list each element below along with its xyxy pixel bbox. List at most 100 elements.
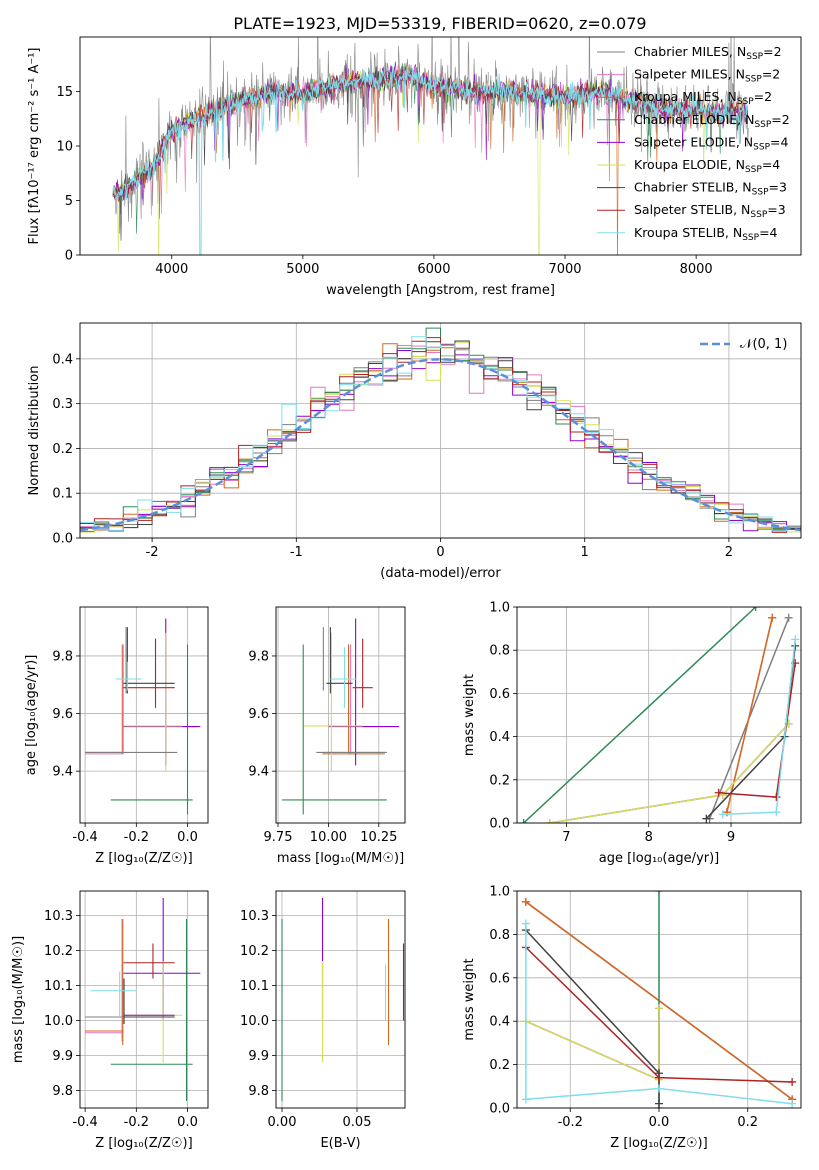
legend-value: =4 bbox=[762, 157, 780, 172]
y-tick-label: 9.4 bbox=[248, 765, 269, 780]
plot-area bbox=[85, 618, 201, 815]
y-tick-label: 0.1 bbox=[52, 487, 73, 502]
x-tick-label: -1 bbox=[290, 545, 303, 560]
y-tick-label: 1.0 bbox=[489, 885, 510, 900]
weight-marker bbox=[788, 1077, 797, 1086]
weight-marker bbox=[791, 635, 800, 644]
panel-age-vs-Z: -0.4 -0.2 0.0 9.4 9.6 9.8 Z [log₁₀(Z/Z☉)] age [… bbox=[24, 606, 209, 866]
y-tick-label: 10.2 bbox=[240, 944, 269, 959]
legend-value: =3 bbox=[767, 202, 785, 217]
legend-label: Salpeter STELIB, NSSP=3 bbox=[634, 202, 786, 220]
y-tick-label: 10.1 bbox=[240, 979, 269, 994]
x-tick-label: -0.2 bbox=[124, 830, 149, 845]
y-tick-label: 10.3 bbox=[44, 909, 73, 924]
x-tick-label: 8 bbox=[645, 830, 653, 845]
y-axis-label: mass weight bbox=[462, 674, 477, 756]
legend-subscript: SSP bbox=[737, 97, 754, 107]
x-tick-label: 7000 bbox=[548, 262, 581, 277]
y-tick-label: 0.6 bbox=[489, 687, 510, 702]
x-axis-label: (data-model)/error bbox=[380, 566, 501, 581]
y-tick-label: 9.8 bbox=[52, 649, 73, 664]
y-tick-label: 10.3 bbox=[240, 909, 269, 924]
legend-subscript: SSP bbox=[742, 233, 759, 243]
weight-marker bbox=[655, 891, 663, 895]
x-tick-label: 9.75 bbox=[264, 830, 293, 845]
panel-weight-vs-age: 7 8 9 0.0 0.2 0.4 0.6 0.8 1.0 age [log₁₀(age/yr)]… bbox=[462, 601, 802, 866]
panel-mass-vs-Z: -0.4 -0.2 0.0 9.8 9.9 10.0 10.1 10.2 10.3 Z [log₁… bbox=[11, 890, 209, 1151]
weight-marker bbox=[718, 790, 727, 799]
axes-frame bbox=[79, 322, 802, 539]
y-tick-label: 15 bbox=[56, 85, 73, 100]
y-tick-label: 0.2 bbox=[489, 1058, 510, 1073]
weight-marker bbox=[655, 1004, 663, 1013]
weight-line bbox=[525, 923, 793, 1105]
panel-residuals: -2 -1 0 1 2 0.0 0.1 0.2 0.3 0.4 (data-model)/error… bbox=[27, 322, 802, 581]
x-axis-label: wavelength [Angstrom, rest frame] bbox=[326, 283, 555, 298]
axes-frame bbox=[275, 890, 406, 1109]
x-axis-label: E(B-V) bbox=[320, 1136, 360, 1151]
x-tick-label: 0.00 bbox=[268, 1115, 297, 1130]
legend-value: =4 bbox=[770, 134, 788, 149]
legend-label: Salpeter ELODIE, NSSP=4 bbox=[634, 134, 789, 152]
x-tick-label: -0.2 bbox=[124, 1115, 149, 1130]
y-tick-label: 10.1 bbox=[44, 979, 73, 994]
legend-subscript: SSP bbox=[750, 210, 767, 220]
spectrum-line bbox=[112, 65, 749, 255]
weight-marker bbox=[714, 788, 723, 797]
y-tick-label: 0.4 bbox=[489, 1015, 510, 1030]
x-tick-label: 2 bbox=[725, 545, 733, 560]
legend-label: Chabrier MILES, NSSP=2 bbox=[634, 44, 782, 62]
weight-marker bbox=[768, 613, 777, 622]
legend-subscript: SSP bbox=[752, 188, 769, 198]
y-axis-label: mass [log₁₀(M/M☉)] bbox=[11, 936, 26, 1063]
plot-area bbox=[112, 37, 749, 255]
x-tick-label: 0.0 bbox=[649, 1115, 670, 1130]
y-tick-label: 0.0 bbox=[489, 817, 510, 832]
y-tick-label: 5 bbox=[65, 194, 73, 209]
weight-line bbox=[523, 607, 757, 823]
histogram-step bbox=[80, 336, 801, 532]
weight-marker bbox=[772, 793, 781, 802]
weight-marker bbox=[751, 607, 760, 611]
x-axis-label: Z [log₁₀(Z/Z☉)] bbox=[95, 851, 192, 866]
y-tick-label: 9.6 bbox=[52, 707, 73, 722]
plot-area bbox=[282, 618, 399, 815]
x-tick-label: 4000 bbox=[155, 262, 188, 277]
weight-marker bbox=[772, 808, 781, 817]
legend-label: Kroupa STELIB, NSSP=4 bbox=[634, 225, 778, 243]
y-tick-label: 9.6 bbox=[248, 707, 269, 722]
y-tick-label: 10.2 bbox=[44, 944, 73, 959]
legend-value: =2 bbox=[763, 44, 781, 59]
legend-value: =3 bbox=[769, 180, 787, 195]
weight-marker bbox=[702, 814, 711, 823]
panel-spectrum: 4000 5000 6000 7000 8000 0 5 10 15 wavelength [An… bbox=[27, 36, 802, 298]
legend-subscript: SSP bbox=[745, 165, 762, 175]
weight-marker bbox=[545, 819, 554, 823]
y-tick-label: 0.8 bbox=[489, 928, 510, 943]
x-tick-label: 10.25 bbox=[360, 830, 397, 845]
legend-subscript: SSP bbox=[754, 120, 771, 130]
y-tick-label: 9.8 bbox=[52, 1084, 73, 1099]
y-axis-label: Flux [fλ10⁻¹⁷ erg cm⁻² s⁻¹ A⁻¹] bbox=[27, 48, 42, 245]
y-axis-label: age [log₁₀(age/yr)] bbox=[24, 655, 39, 776]
y-tick-label: 0.0 bbox=[52, 532, 73, 547]
y-tick-label: 9.9 bbox=[248, 1049, 269, 1064]
plot-area bbox=[281, 898, 405, 1101]
x-tick-label: 1 bbox=[581, 545, 589, 560]
legend-subscript: SSP bbox=[745, 75, 762, 85]
weight-line bbox=[726, 617, 773, 813]
legend-value: =2 bbox=[771, 112, 789, 127]
x-axis-label: mass [log₁₀(M/M☉)] bbox=[277, 851, 404, 866]
x-axis-label: Z [log₁₀(Z/Z☉)] bbox=[610, 1136, 707, 1151]
histogram-step bbox=[80, 337, 801, 533]
plot-area bbox=[521, 891, 797, 1108]
axes-frame bbox=[516, 890, 802, 1109]
weight-marker bbox=[655, 1099, 663, 1108]
legend-label: Chabrier STELIB, NSSP=3 bbox=[634, 180, 787, 198]
weight-marker bbox=[718, 810, 727, 819]
plot-area bbox=[85, 898, 201, 1101]
weight-marker bbox=[521, 919, 530, 928]
x-axis-label: age [log₁₀(age/yr)] bbox=[599, 851, 720, 866]
legend-value: =4 bbox=[759, 225, 777, 240]
